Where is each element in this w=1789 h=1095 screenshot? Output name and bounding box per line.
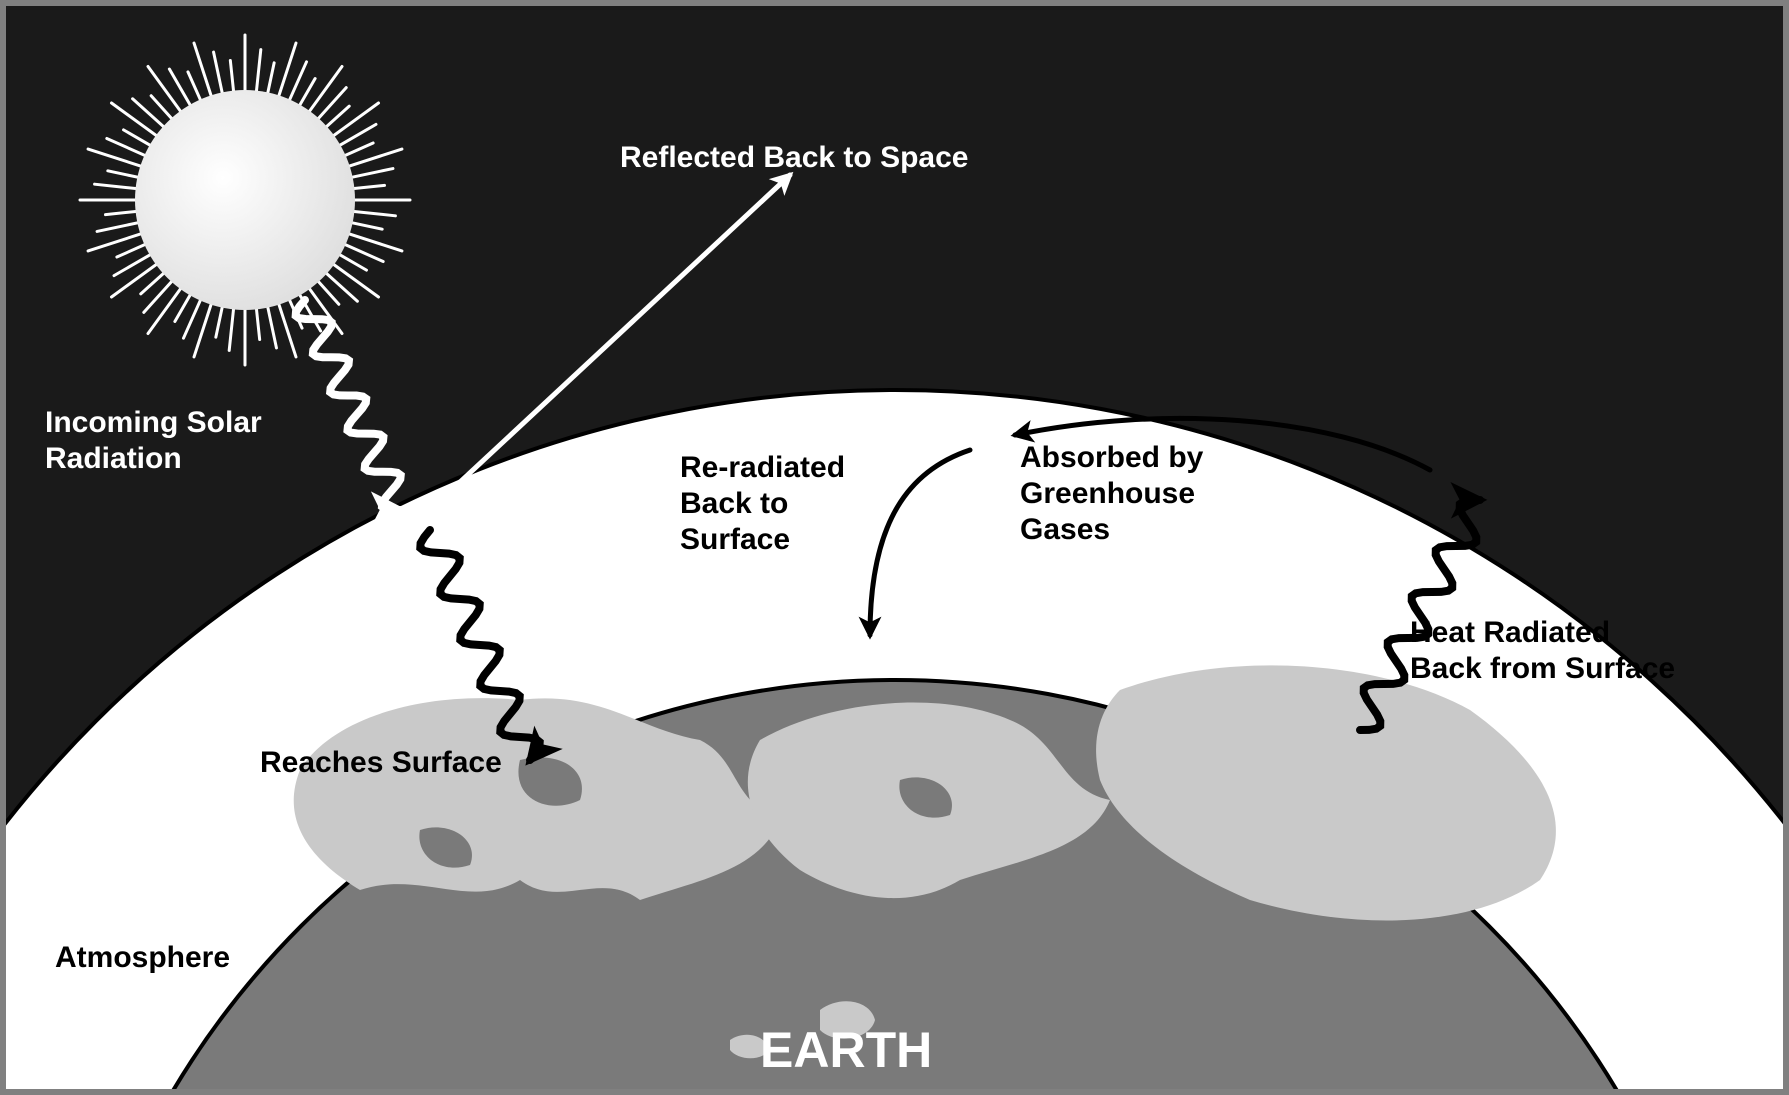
label-reradiated: Re-radiated Back to Surface (680, 450, 845, 558)
label-reaches: Reaches Surface (260, 745, 502, 781)
label-absorbed: Absorbed by Greenhouse Gases (1020, 440, 1203, 548)
label-earth: EARTH (760, 1020, 932, 1080)
greenhouse-diagram: Incoming Solar Radiation Reflected Back … (0, 0, 1789, 1095)
label-atmosphere: Atmosphere (55, 940, 230, 976)
label-reflected: Reflected Back to Space (620, 140, 968, 176)
label-heat-radiated: Heat Radiated Back from Surface (1410, 615, 1675, 687)
label-incoming: Incoming Solar Radiation (45, 405, 262, 477)
